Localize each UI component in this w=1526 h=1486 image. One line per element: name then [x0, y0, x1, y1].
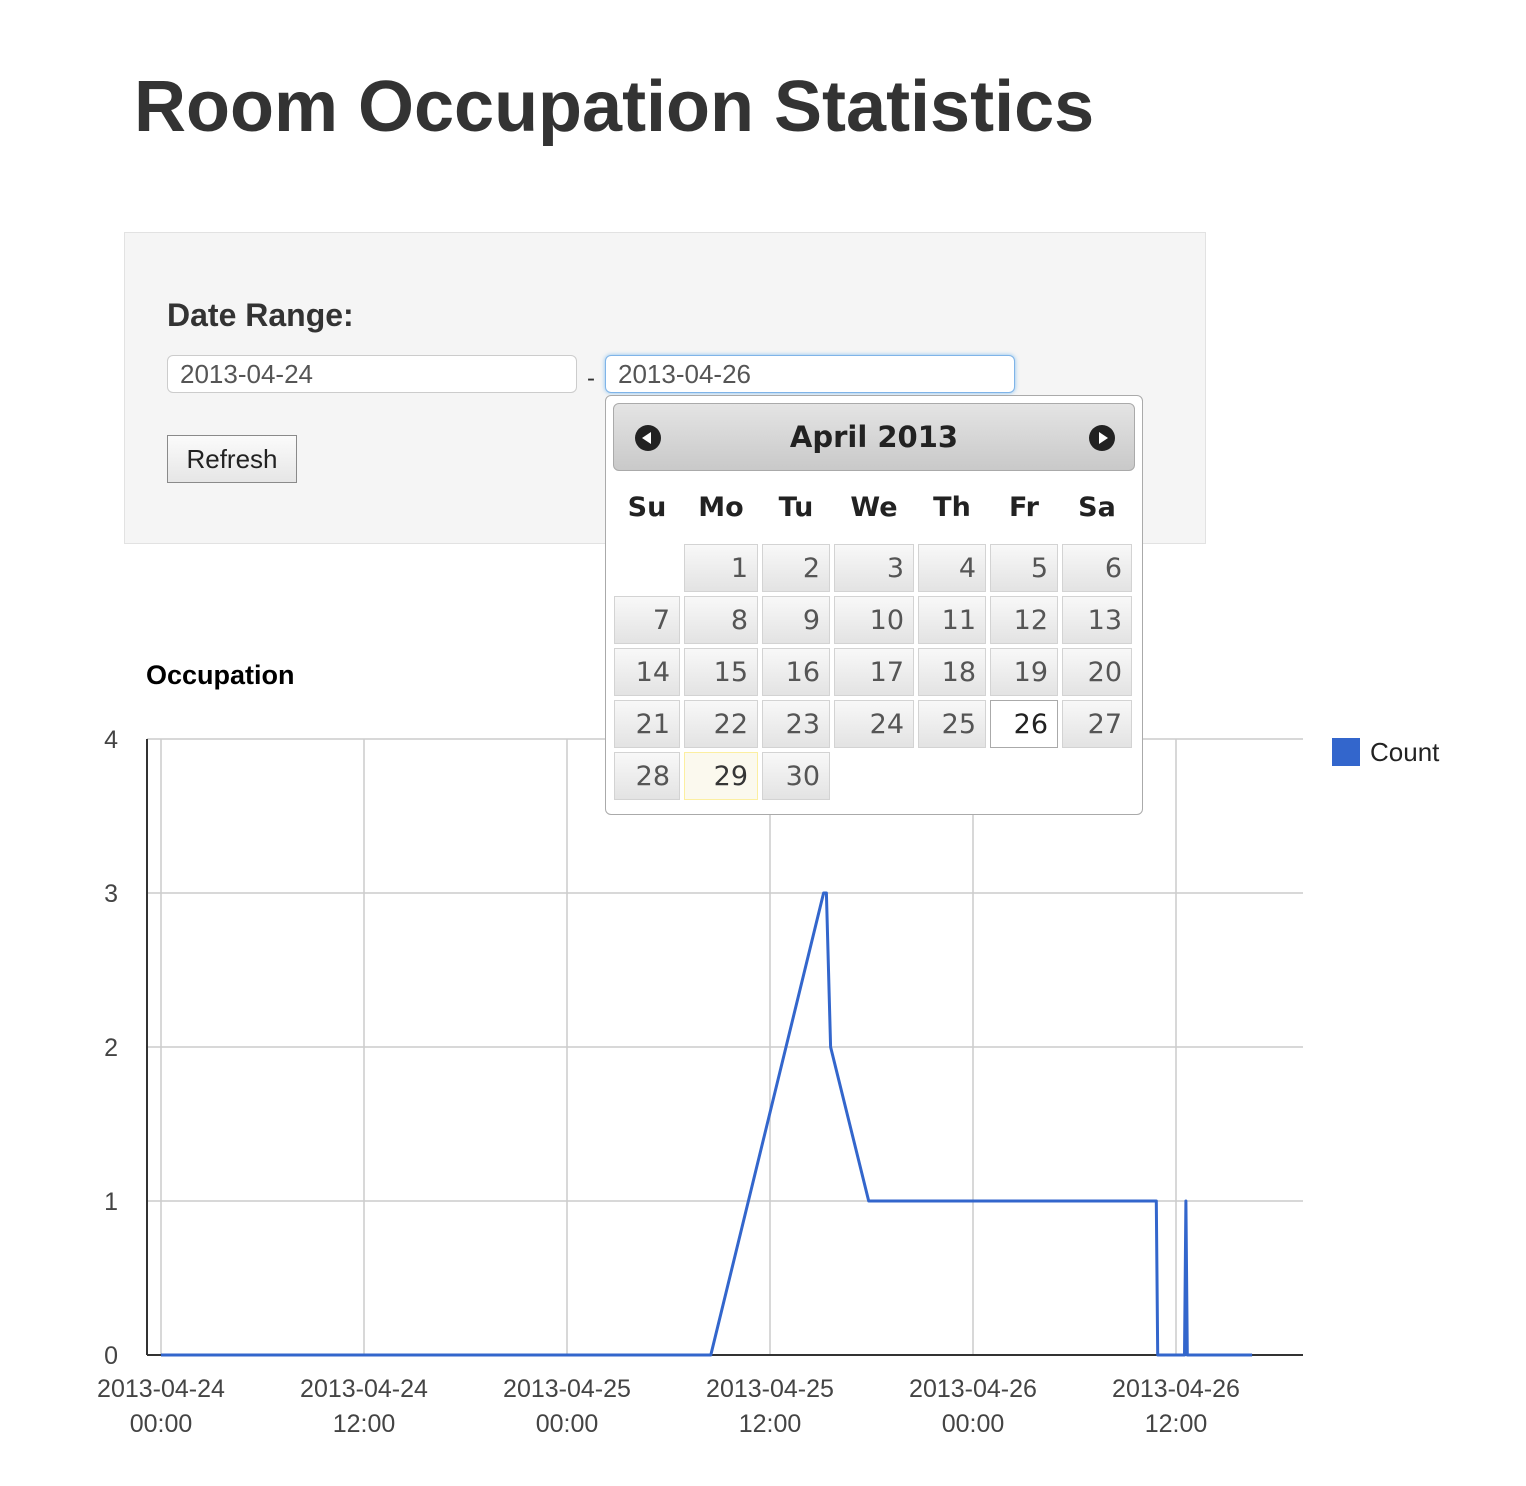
- chart-title: Occupation: [146, 660, 295, 690]
- calendar-day[interactable]: 6: [1062, 544, 1132, 592]
- calendar-day[interactable]: 17: [834, 648, 914, 696]
- calendar-day[interactable]: 11: [918, 596, 986, 644]
- calendar-day[interactable]: 4: [918, 544, 986, 592]
- page-title: Room Occupation Statistics: [134, 67, 1095, 147]
- x-tick-label-date: 2013-04-25: [706, 1375, 834, 1403]
- calendar-day[interactable]: 3: [834, 544, 914, 592]
- end-date-input[interactable]: [605, 355, 1015, 393]
- range-separator: -: [587, 365, 595, 392]
- legend-label: Count: [1370, 737, 1440, 767]
- calendar-day[interactable]: 30: [762, 752, 830, 800]
- calendar-day[interactable]: 5: [990, 544, 1058, 592]
- calendar-day[interactable]: 7: [614, 596, 680, 644]
- y-tick-label: 2: [104, 1034, 118, 1062]
- calendar-day[interactable]: 24: [834, 700, 914, 748]
- calendar-day[interactable]: 23: [762, 700, 830, 748]
- start-date-input[interactable]: [167, 355, 577, 393]
- calendar-day[interactable]: 20: [1062, 648, 1132, 696]
- calendar-day[interactable]: 26: [990, 700, 1058, 748]
- circle-arrow-left-icon[interactable]: [635, 425, 661, 451]
- weekday-header: Th: [933, 492, 971, 523]
- weekday-header: Sa: [1078, 492, 1116, 523]
- y-tick-label: 1: [104, 1188, 118, 1216]
- calendar-day[interactable]: 15: [684, 648, 758, 696]
- date-range-label: Date Range:: [167, 297, 354, 333]
- circle-arrow-right-icon[interactable]: [1089, 425, 1115, 451]
- weekday-header: Tu: [778, 492, 814, 523]
- x-tick-label-time: 12:00: [1145, 1410, 1208, 1438]
- calendar-day[interactable]: 22: [684, 700, 758, 748]
- x-tick-label-date: 2013-04-24: [300, 1375, 428, 1403]
- calendar-day[interactable]: 8: [684, 596, 758, 644]
- weekday-header: We: [850, 492, 898, 523]
- x-tick-label-date: 2013-04-25: [503, 1375, 631, 1403]
- datepicker-month-title: April 2013: [789, 420, 959, 454]
- calendar-day[interactable]: 13: [1062, 596, 1132, 644]
- y-tick-label: 3: [104, 880, 118, 908]
- y-tick-label: 0: [104, 1342, 118, 1370]
- x-tick-label-date: 2013-04-26: [1112, 1375, 1240, 1403]
- x-tick-label-time: 00:00: [536, 1410, 599, 1438]
- legend-swatch: [1332, 738, 1360, 766]
- calendar-day[interactable]: 29: [684, 752, 758, 800]
- y-tick-label: 4: [104, 726, 118, 754]
- calendar-day[interactable]: 21: [614, 700, 680, 748]
- datepicker-header: April 2013: [613, 403, 1135, 471]
- calendar-day[interactable]: 27: [1062, 700, 1132, 748]
- calendar-day[interactable]: 25: [918, 700, 986, 748]
- x-tick-label-time: 00:00: [942, 1410, 1005, 1438]
- calendar-day[interactable]: 16: [762, 648, 830, 696]
- calendar-day[interactable]: 14: [614, 648, 680, 696]
- x-tick-label-time: 12:00: [739, 1410, 802, 1438]
- weekday-header: Fr: [1008, 492, 1040, 523]
- calendar-day[interactable]: 10: [834, 596, 914, 644]
- x-tick-label-time: 12:00: [333, 1410, 396, 1438]
- series-line-count: [161, 891, 1253, 1357]
- calendar-day[interactable]: 12: [990, 596, 1058, 644]
- datepicker-popup: April 2013 Su Mo Tu We Th Fr Sa 1 2 3 4 5 6 7 8 9 10 11 12…: [605, 395, 1143, 815]
- calendar-day[interactable]: 2: [762, 544, 830, 592]
- x-tick-label-date: 2013-04-24: [97, 1375, 225, 1403]
- calendar-day[interactable]: 1: [684, 544, 758, 592]
- weekday-header: Mo: [698, 492, 744, 523]
- filter-panel: Date Range: - Refresh: [124, 232, 1206, 544]
- calendar-day[interactable]: 18: [918, 648, 986, 696]
- calendar-day[interactable]: 28: [614, 752, 680, 800]
- refresh-button[interactable]: Refresh: [167, 435, 297, 483]
- x-tick-label-date: 2013-04-26: [909, 1375, 1037, 1403]
- x-tick-label-time: 00:00: [130, 1410, 193, 1438]
- weekday-header: Su: [627, 492, 667, 523]
- calendar-day[interactable]: 19: [990, 648, 1058, 696]
- calendar-day[interactable]: 9: [762, 596, 830, 644]
